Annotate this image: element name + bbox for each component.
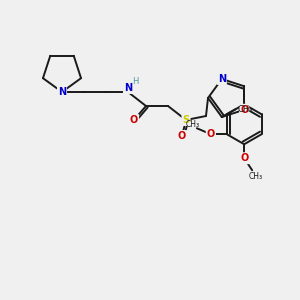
- Text: N: N: [58, 87, 66, 97]
- Text: S: S: [182, 115, 190, 125]
- Text: N: N: [218, 74, 226, 84]
- Text: N: N: [124, 83, 132, 93]
- Text: CH₃: CH₃: [238, 104, 253, 113]
- Text: CH₃: CH₃: [186, 120, 200, 129]
- Text: O: O: [240, 153, 248, 163]
- Text: H: H: [132, 77, 138, 86]
- Text: CH₃: CH₃: [249, 172, 263, 181]
- Text: O: O: [240, 105, 248, 115]
- Text: O: O: [130, 115, 138, 125]
- Text: O: O: [207, 129, 215, 139]
- Text: O: O: [178, 131, 186, 141]
